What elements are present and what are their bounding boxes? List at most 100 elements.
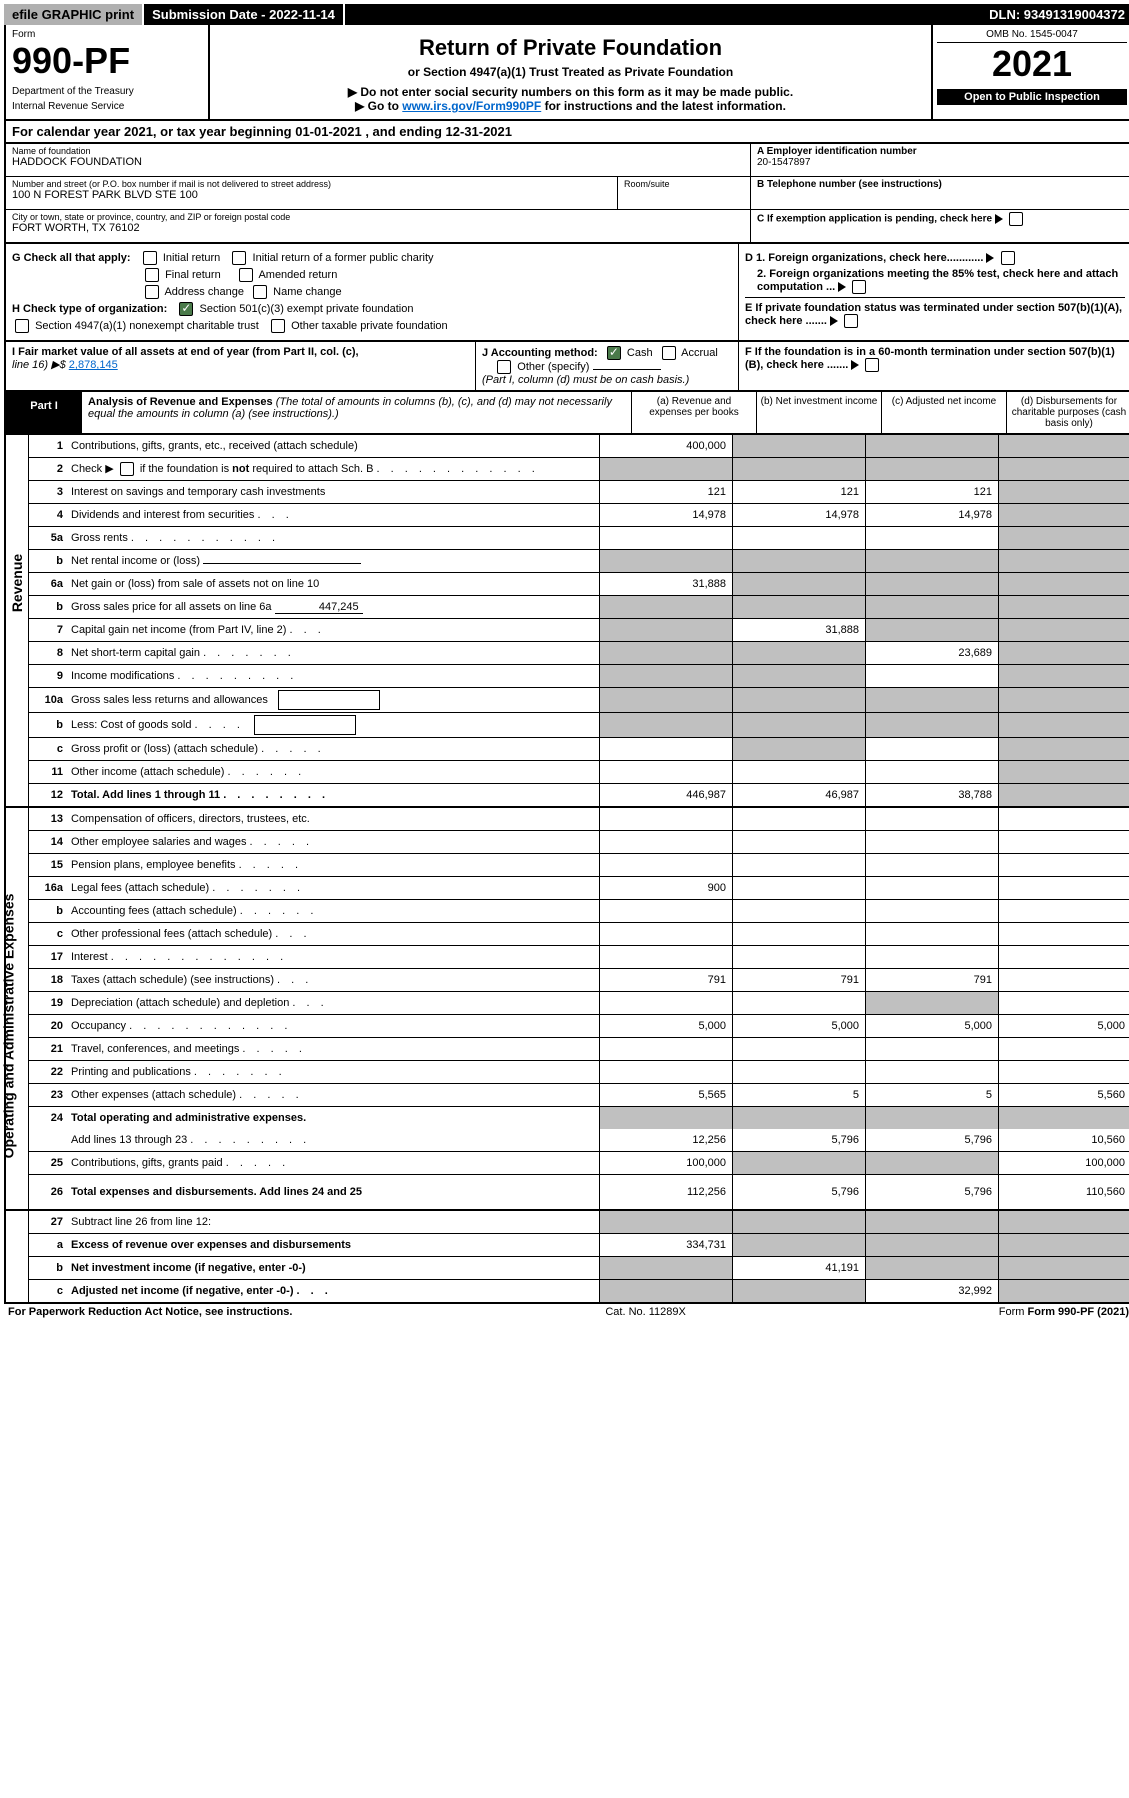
r26-d: 110,560 xyxy=(998,1175,1129,1209)
row-17-desc: Interest xyxy=(71,951,108,963)
r26-c: 5,796 xyxy=(865,1175,998,1209)
row-4-desc: Dividends and interest from securities xyxy=(71,509,254,521)
checkbox-501c3[interactable] xyxy=(179,302,193,316)
r12-b: 46,987 xyxy=(732,784,865,806)
row-6a-desc: Net gain or (loss) from sale of assets n… xyxy=(67,576,599,592)
dept-line1: Department of the Treasury xyxy=(12,86,202,97)
r25-d: 100,000 xyxy=(998,1152,1129,1174)
row-8-desc: Net short-term capital gain xyxy=(71,647,200,659)
calendar-year-line: For calendar year 2021, or tax year begi… xyxy=(4,121,1129,144)
row-12-desc: Total. Add lines 1 through 11 xyxy=(71,789,220,801)
r18-a: 791 xyxy=(599,969,732,991)
arrow-icon xyxy=(838,282,846,292)
checkbox-d2[interactable] xyxy=(852,280,866,294)
row-16a-desc: Legal fees (attach schedule) xyxy=(71,882,209,894)
form-word: Form xyxy=(12,29,202,40)
row-27c-desc: Adjusted net income (if negative, enter … xyxy=(71,1285,293,1297)
col-a-header: (a) Revenue and expenses per books xyxy=(632,392,757,433)
r20-c: 5,000 xyxy=(865,1015,998,1037)
checkbox-f[interactable] xyxy=(865,358,879,372)
checkbox-name[interactable] xyxy=(253,285,267,299)
arrow-icon xyxy=(830,316,838,326)
g-opt1: Initial return xyxy=(163,252,220,264)
ein-label: A Employer identification number xyxy=(757,146,917,157)
row-21-desc: Travel, conferences, and meetings xyxy=(71,1043,239,1055)
submission-date: Submission Date - 2022-11-14 xyxy=(144,4,345,25)
arrow-icon xyxy=(986,253,994,263)
r3-c: 121 xyxy=(865,481,998,503)
r24-a: 12,256 xyxy=(599,1129,732,1151)
r3-b: 121 xyxy=(732,481,865,503)
row-16b-desc: Accounting fees (attach schedule) xyxy=(71,905,237,917)
r25-a: 100,000 xyxy=(599,1152,732,1174)
col-c-header: (c) Adjusted net income xyxy=(882,392,1007,433)
checkbox-final[interactable] xyxy=(145,268,159,282)
foundation-address: 100 N FOREST PARK BLVD STE 100 xyxy=(12,189,611,201)
g-opt5: Address change xyxy=(164,286,244,298)
page-footer: For Paperwork Reduction Act Notice, see … xyxy=(4,1304,1129,1320)
checkbox-schb[interactable] xyxy=(120,462,134,476)
omb-number: OMB No. 1545-0047 xyxy=(937,29,1127,43)
checkbox-c[interactable] xyxy=(1009,212,1023,226)
j-accrual: Accrual xyxy=(681,347,718,359)
r27c-c: 32,992 xyxy=(865,1280,998,1302)
expenses-section: Operating and Administrative Expenses 13… xyxy=(4,808,1129,1211)
r1-a: 400,000 xyxy=(599,435,732,457)
g-opt3: Final return xyxy=(165,269,221,281)
g-h-block: G Check all that apply: Initial return I… xyxy=(4,244,1129,342)
r20-a: 5,000 xyxy=(599,1015,732,1037)
revenue-section: Revenue 1Contributions, gifts, grants, e… xyxy=(4,435,1129,808)
r23-c: 5 xyxy=(865,1084,998,1106)
r23-a: 5,565 xyxy=(599,1084,732,1106)
checkbox-accrual[interactable] xyxy=(662,346,676,360)
row-10c-desc: Gross profit or (loss) (attach schedule) xyxy=(71,743,258,755)
checkbox-initial-former[interactable] xyxy=(232,251,246,265)
checkbox-amended[interactable] xyxy=(239,268,253,282)
g-label: G Check all that apply: xyxy=(12,252,131,264)
row-13-desc: Compensation of officers, directors, tru… xyxy=(67,811,599,827)
row-16c-desc: Other professional fees (attach schedule… xyxy=(71,928,272,940)
r6b-val: 447,245 xyxy=(275,601,363,614)
checkbox-initial[interactable] xyxy=(143,251,157,265)
efile-label[interactable]: efile GRAPHIC print xyxy=(4,4,144,25)
e-label: E If private foundation status was termi… xyxy=(745,302,1122,327)
checkbox-4947[interactable] xyxy=(15,319,29,333)
row-6b-desc: Gross sales price for all assets on line… xyxy=(71,601,272,613)
r26-b: 5,796 xyxy=(732,1175,865,1209)
row-10b-desc: Less: Cost of goods sold xyxy=(71,719,191,731)
g-opt2: Initial return of a former public charit… xyxy=(253,252,434,264)
i-line: line 16) ▶$ xyxy=(12,359,69,371)
ein-value: 20-1547897 xyxy=(757,157,1125,168)
checkbox-d1[interactable] xyxy=(1001,251,1015,265)
checkbox-other-tax[interactable] xyxy=(271,319,285,333)
note-ssn: ▶ Do not enter social security numbers o… xyxy=(348,85,793,99)
form-subtitle: or Section 4947(a)(1) Trust Treated as P… xyxy=(408,65,733,79)
arrow-icon xyxy=(995,214,1003,224)
fmv-value[interactable]: 2,878,145 xyxy=(69,359,118,371)
row-27b-desc: Net investment income (if negative, ente… xyxy=(67,1260,599,1276)
r26-a: 112,256 xyxy=(599,1175,732,1209)
row-10a-desc: Gross sales less returns and allowances xyxy=(71,694,268,706)
foundation-city: FORT WORTH, TX 76102 xyxy=(12,222,744,234)
checkbox-e[interactable] xyxy=(844,314,858,328)
checkbox-cash[interactable] xyxy=(607,346,621,360)
r8-c: 23,689 xyxy=(865,642,998,664)
row-26-desc: Total expenses and disbursements. Add li… xyxy=(67,1184,599,1200)
addr-label: Number and street (or P.O. box number if… xyxy=(12,179,611,189)
city-label: City or town, state or province, country… xyxy=(12,212,744,222)
instructions-link[interactable]: www.irs.gov/Form990PF xyxy=(402,99,541,113)
r27a-a: 334,731 xyxy=(599,1234,732,1256)
dln: DLN: 93491319004372 xyxy=(981,4,1129,25)
r24-d: 10,560 xyxy=(998,1129,1129,1151)
r12-c: 38,788 xyxy=(865,784,998,806)
part1-header: Part I Analysis of Revenue and Expenses … xyxy=(4,392,1129,435)
r20-b: 5,000 xyxy=(732,1015,865,1037)
foundation-name: HADDOCK FOUNDATION xyxy=(12,156,744,168)
form-number: 990-PF xyxy=(12,40,202,82)
j-label: J Accounting method: xyxy=(482,347,598,359)
row-5b-desc: Net rental income or (loss) xyxy=(71,555,200,567)
r24-c: 5,796 xyxy=(865,1129,998,1151)
checkbox-address[interactable] xyxy=(145,285,159,299)
checkbox-other[interactable] xyxy=(497,360,511,374)
r2-mid: if the foundation is xyxy=(137,463,232,475)
